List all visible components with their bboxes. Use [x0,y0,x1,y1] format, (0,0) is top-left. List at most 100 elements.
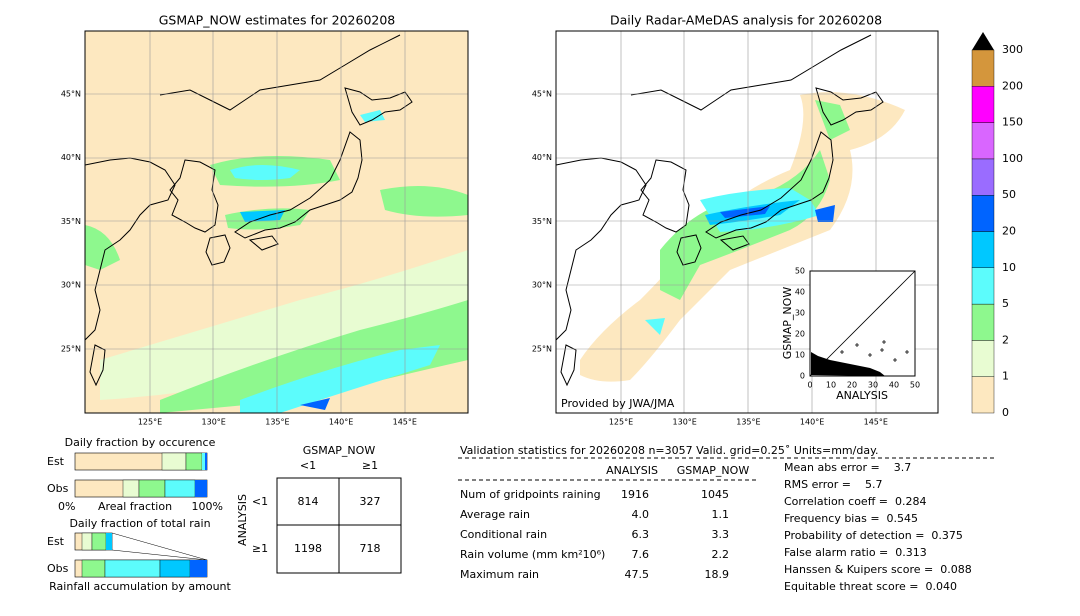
lon-label: 135°E [265,418,289,427]
credit: Provided by JWA/JMA [561,397,675,410]
inset-scatter [809,270,916,377]
colorbar-segment [971,231,995,268]
col-label: <1 [300,459,316,472]
x-tick-label: 50 [910,381,920,390]
left-map [85,31,468,413]
col-header: ANALYSIS [606,464,658,477]
contingency-table [276,477,402,574]
stat-value: 6.3 [632,528,650,541]
colorbar-label: 300 [1002,43,1023,56]
col-header: GSMAP_NOW [677,464,750,477]
row-label: Num of gridpoints raining [460,488,601,501]
panel-title: Daily fraction of total rain [69,517,210,530]
lat-label: 45°N [61,90,81,99]
map-frame [84,30,469,414]
row-label: Obs [47,482,69,495]
colorbar-segment [971,267,995,305]
stat-value: 47.5 [625,568,650,581]
colorbar-label: 100 [1002,152,1023,165]
row-label: ≥1 [252,542,268,555]
axis-label: 100% [192,500,223,513]
score: RMS error = 5.7 [784,478,882,491]
score: Correlation coeff = 0.284 [784,495,926,508]
lon-label: 125°E [138,418,162,427]
lat-label: 40°N [61,153,81,162]
colorbar-label: 1 [1002,370,1009,383]
right-map [556,31,938,413]
colorbar [971,32,995,414]
stat-value: 7.6 [632,548,650,561]
colorbar-label: 20 [1002,225,1016,238]
total-rain-bars [74,532,208,578]
score: False alarm ratio = 0.313 [784,546,927,559]
axis-label: 0% [58,500,75,513]
row-label: Est [47,535,65,548]
cell: 1198 [294,542,322,555]
stat-value: 1045 [701,488,729,501]
row-label: Rain volume (mm km²10⁶) [460,548,605,561]
colorbar-segment [971,49,995,87]
lon-label: 130°E [202,418,226,427]
x-axis-label: ANALYSIS [836,389,888,402]
stat-value: 4.0 [632,508,650,521]
cell: 718 [360,542,381,555]
score: Hanssen & Kuipers score = 0.088 [784,563,972,576]
colorbar-label: 50 [1002,188,1016,201]
y-axis-label: GSMAP_NOW [781,287,794,360]
lon-label: 140°E [329,418,353,427]
row-label: Conditional rain [460,528,547,541]
stat-value: 1916 [621,488,649,501]
x-tick-label: 30 [868,381,878,390]
stat-value: 1.1 [712,508,730,521]
lon-label: 125°E [609,418,633,427]
map-title: Daily Radar-AMeDAS analysis for 20260208 [610,13,882,28]
colorbar-segment [971,340,995,377]
colorbar-label: 200 [1002,79,1023,92]
colorbar-segment [971,122,995,160]
x-tick-label: 0 [807,381,812,390]
colorbar-segment [971,158,995,196]
y-tick-label: 0 [800,372,805,381]
colorbar-label: 2 [1002,333,1009,346]
score: Equitable threat score = 0.040 [784,580,957,593]
lat-label: 45°N [532,90,552,99]
colorbar-segment [971,194,995,232]
lat-label: 30°N [61,281,81,290]
colorbar-label: 150 [1002,116,1023,129]
x-tick-label: 40 [889,381,899,390]
colorbar-label: 0 [1002,406,1009,419]
colorbar-label: 5 [1002,297,1009,310]
colorbar-label: 10 [1002,261,1016,274]
lat-label: 35°N [532,217,552,226]
row-label: Average rain [460,508,530,521]
lat-label: 40°N [532,153,552,162]
lon-label: 130°E [673,418,697,427]
stat-value: 3.3 [712,528,730,541]
lat-label: 30°N [532,281,552,290]
table-title: GSMAP_NOW [303,444,376,457]
x-tick-label: 20 [847,381,857,390]
stat-value: 2.2 [712,548,730,561]
map-title: GSMAP_NOW estimates for 20260208 [159,13,396,28]
lat-label: 25°N [532,344,552,353]
y-tick-label: 40 [795,288,805,297]
y-tick-label: 30 [795,309,805,318]
stats-header: Validation statistics for 20260208 n=305… [460,444,879,457]
panel-title: Daily fraction by occurence [65,436,216,449]
row-label: <1 [252,495,268,508]
lon-label: 145°E [864,418,888,427]
score: Probability of detection = 0.375 [784,529,963,542]
lon-label: 145°E [393,418,417,427]
y-tick-label: 50 [795,267,805,276]
cell: 327 [360,495,381,508]
row-label: Maximum rain [460,568,539,581]
lat-label: 25°N [61,344,81,353]
score: Mean abs error = 3.7 [784,461,911,474]
stat-value: 18.9 [705,568,730,581]
row-label: Obs [47,562,69,575]
occurrence-bars [74,452,208,498]
score: Frequency bias = 0.545 [784,512,918,525]
y-tick-label: 20 [795,330,805,339]
lat-label: 35°N [61,217,81,226]
